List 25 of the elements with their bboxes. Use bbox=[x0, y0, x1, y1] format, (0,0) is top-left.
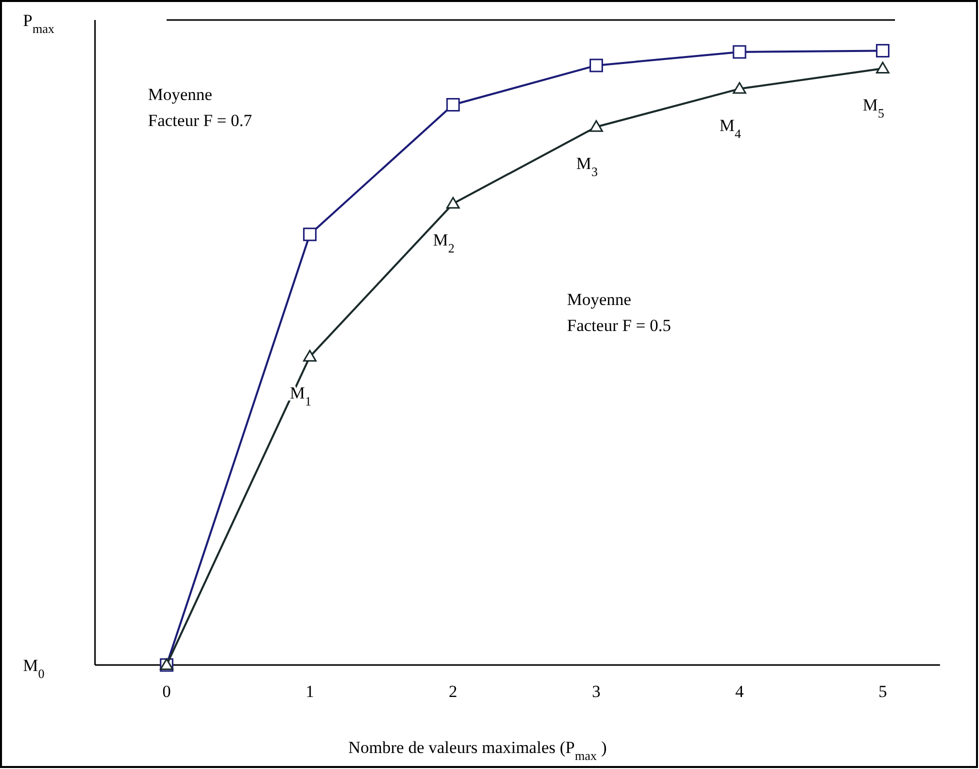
point bbox=[732, 45, 746, 59]
x-tick-label: 1 bbox=[306, 682, 314, 701]
annotation: M$_{5}$ bbox=[862, 96, 884, 121]
ref-line-label: P$_{max}$ bbox=[23, 11, 56, 36]
point bbox=[876, 62, 890, 74]
point bbox=[303, 228, 317, 242]
point bbox=[446, 98, 460, 112]
annotation: Moyenne Facteur F = 0.7 bbox=[148, 85, 253, 130]
x-tick-label: 4 bbox=[735, 682, 744, 701]
text: M$_{0}$ bbox=[23, 656, 44, 681]
point bbox=[303, 350, 317, 362]
annotation: M$_{2}$ bbox=[433, 230, 455, 256]
point bbox=[876, 44, 890, 58]
point bbox=[732, 82, 746, 94]
point bbox=[446, 196, 460, 209]
annotation: Moyenne Facteur F = 0.5 bbox=[567, 290, 672, 335]
point bbox=[590, 120, 604, 132]
x-tick-label: 3 bbox=[592, 682, 601, 701]
point bbox=[590, 58, 604, 72]
x-tick-label: 5 bbox=[878, 682, 887, 701]
x-axis-title: Nombre de valeurs maximales (P$_{max}$ ) bbox=[348, 738, 607, 763]
x-tick-label: 2 bbox=[448, 682, 458, 701]
annotation: M$_{4}$ bbox=[719, 116, 742, 141]
x-tick-label: 0 bbox=[162, 682, 171, 701]
annotation: M$_{3}$ bbox=[576, 154, 598, 179]
